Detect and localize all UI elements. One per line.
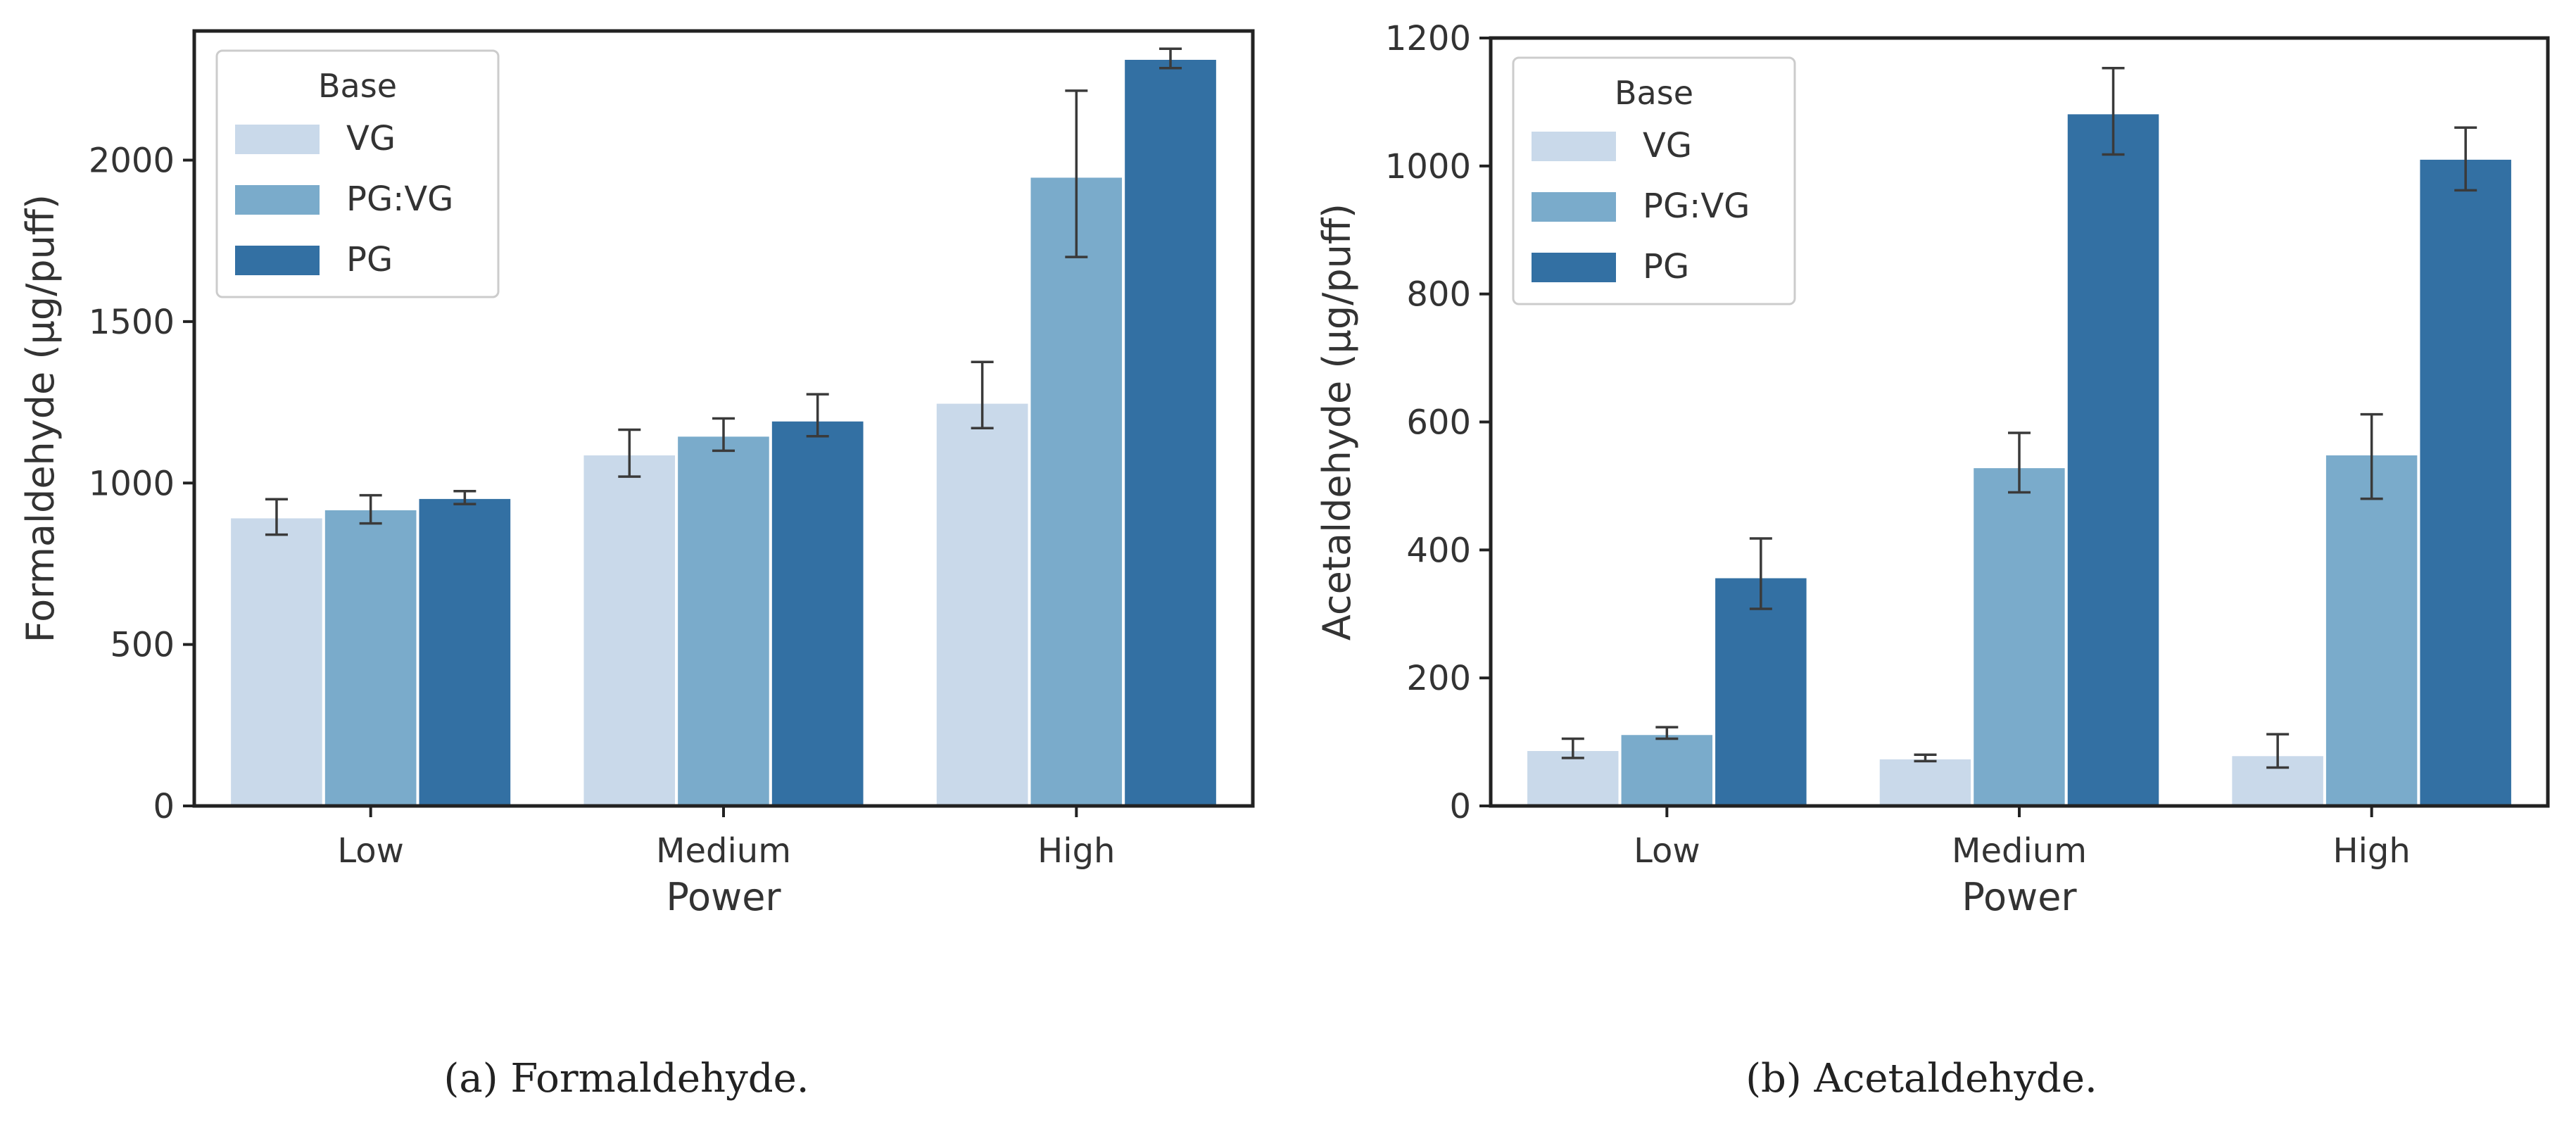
formaldehyde-y-tick-label: 2000: [89, 141, 175, 181]
acetaldehyde-y-tick-label: 1000: [1385, 147, 1471, 187]
formaldehyde-bar-pg-low: [416, 496, 514, 807]
acetaldehyde-bar-pg-medium: [2064, 111, 2162, 807]
legend-swatch-vg: [235, 125, 320, 154]
acetaldehyde-y-axis-title: Acetaldehyde (µg/puff): [1315, 203, 1359, 641]
legend-swatch-pgvg: [1532, 192, 1616, 222]
acetaldehyde-bar-pgvg-medium: [1971, 465, 2068, 807]
legend-box: [1512, 56, 1796, 305]
acetaldehyde-chart: 0 200 400 600 800 1000 1200 Low Medium High Power A…: [1315, 19, 2550, 919]
formaldehyde-error-bar-pg-low: [453, 489, 476, 505]
formaldehyde-error-bar-pg-high: [1159, 47, 1182, 70]
acetaldehyde-error-bar-pgvg-medium: [2008, 431, 2031, 494]
legend-box: [215, 49, 500, 298]
acetaldehyde-error-bar-vg-high: [2266, 733, 2290, 769]
formaldehyde-bar-vg-high: [933, 400, 1031, 807]
caption-acetaldehyde: (b) Acetaldehyde.: [1745, 1056, 2097, 1102]
formaldehyde-y-axis-title: Formaldehyde (µg/puff): [18, 194, 63, 643]
acetaldehyde-y-tick-label: 200: [1406, 659, 1471, 698]
formaldehyde-error-bar-pg-medium: [806, 393, 829, 438]
acetaldehyde-x-tick-label-high: High: [2333, 831, 2411, 871]
formaldehyde-bar-pg-medium: [769, 418, 866, 807]
formaldehyde-bar-pgvg-high: [1028, 175, 1125, 807]
formaldehyde-error-bar-vg-high: [971, 360, 994, 430]
formaldehyde-error-bar-pgvg-low: [359, 493, 382, 525]
acetaldehyde-error-bar-vg-medium: [1914, 753, 1937, 763]
legend-label-pgvg: PG:VG: [346, 179, 453, 219]
acetaldehyde-x-tick-label-low: Low: [1634, 831, 1700, 871]
formaldehyde-bar-vg-medium: [581, 452, 678, 808]
acetaldehyde-x-tick-label-medium: Medium: [1952, 831, 2087, 871]
formaldehyde-bar-pg-high: [1122, 56, 1219, 807]
legend-label-vg: VG: [1643, 126, 1692, 165]
acetaldehyde-bar-pgvg-low: [1618, 732, 1716, 807]
acetaldehyde-error-bar-pgvg-low: [1655, 726, 1679, 740]
acetaldehyde-y-tick-label: 800: [1406, 275, 1471, 315]
legend-label-pg: PG: [1643, 247, 1689, 286]
formaldehyde-bar-pgvg-medium: [675, 434, 772, 807]
formaldehyde-x-tick-label-low: Low: [337, 831, 404, 871]
formaldehyde-y-tick-label: 500: [110, 626, 175, 665]
acetaldehyde-error-bar-pg-low: [1749, 537, 1772, 610]
formaldehyde-legend: Base VG PG:VG PG: [215, 49, 500, 298]
acetaldehyde-bar-vg-medium: [1876, 756, 1974, 807]
formaldehyde-chart: 0 500 1000 1500 2000 Low Medium High Power Formal…: [18, 29, 1255, 919]
legend-swatch-pgvg: [235, 185, 320, 215]
formaldehyde-error-bar-pgvg-high: [1065, 89, 1088, 258]
legend-swatch-pg: [235, 246, 320, 275]
legend-label-vg: VG: [346, 119, 396, 158]
acetaldehyde-error-bar-pg-medium: [2102, 66, 2125, 156]
acetaldehyde-bar-pg-high: [2417, 156, 2514, 807]
formaldehyde-bar-pgvg-low: [322, 507, 419, 807]
formaldehyde-error-bar-pgvg-medium: [712, 417, 735, 453]
legend-title: Base: [318, 67, 397, 105]
formaldehyde-x-axis-title: Power: [666, 875, 781, 919]
acetaldehyde-legend: Base VG PG:VG PG: [1512, 56, 1796, 305]
legend-label-pgvg: PG:VG: [1643, 187, 1750, 226]
acetaldehyde-y-tick-label: 600: [1406, 403, 1471, 443]
formaldehyde-error-bar-vg-medium: [618, 428, 641, 478]
acetaldehyde-y-tick-label: 1200: [1385, 19, 1471, 58]
formaldehyde-error-bar-vg-low: [265, 498, 288, 536]
formaldehyde-x-tick-label-medium: Medium: [656, 831, 791, 871]
acetaldehyde-y-tick-label: 0: [1449, 787, 1471, 826]
legend-swatch-pg: [1532, 253, 1616, 282]
acetaldehyde-y-tick-label: 400: [1406, 531, 1471, 570]
acetaldehyde-x-axis-title: Power: [1962, 875, 2077, 919]
formaldehyde-y-tick-label: 1500: [89, 303, 175, 342]
acetaldehyde-bar-pg-low: [1712, 575, 1810, 807]
legend-swatch-vg: [1532, 132, 1616, 161]
acetaldehyde-error-bar-vg-low: [1561, 737, 1584, 759]
formaldehyde-bar-vg-low: [228, 515, 325, 807]
acetaldehyde-error-bar-pg-high: [2454, 126, 2477, 192]
legend-label-pg: PG: [346, 240, 393, 279]
formaldehyde-y-tick-label: 1000: [89, 464, 175, 503]
acetaldehyde-error-bar-pgvg-high: [2360, 412, 2383, 500]
caption-formaldehyde: (a) Formaldehyde.: [443, 1056, 809, 1102]
formaldehyde-x-tick-label-high: High: [1037, 831, 1115, 871]
acetaldehyde-bar-pgvg-high: [2323, 452, 2420, 807]
formaldehyde-y-tick-label: 0: [153, 787, 175, 826]
legend-title: Base: [1615, 74, 1693, 112]
